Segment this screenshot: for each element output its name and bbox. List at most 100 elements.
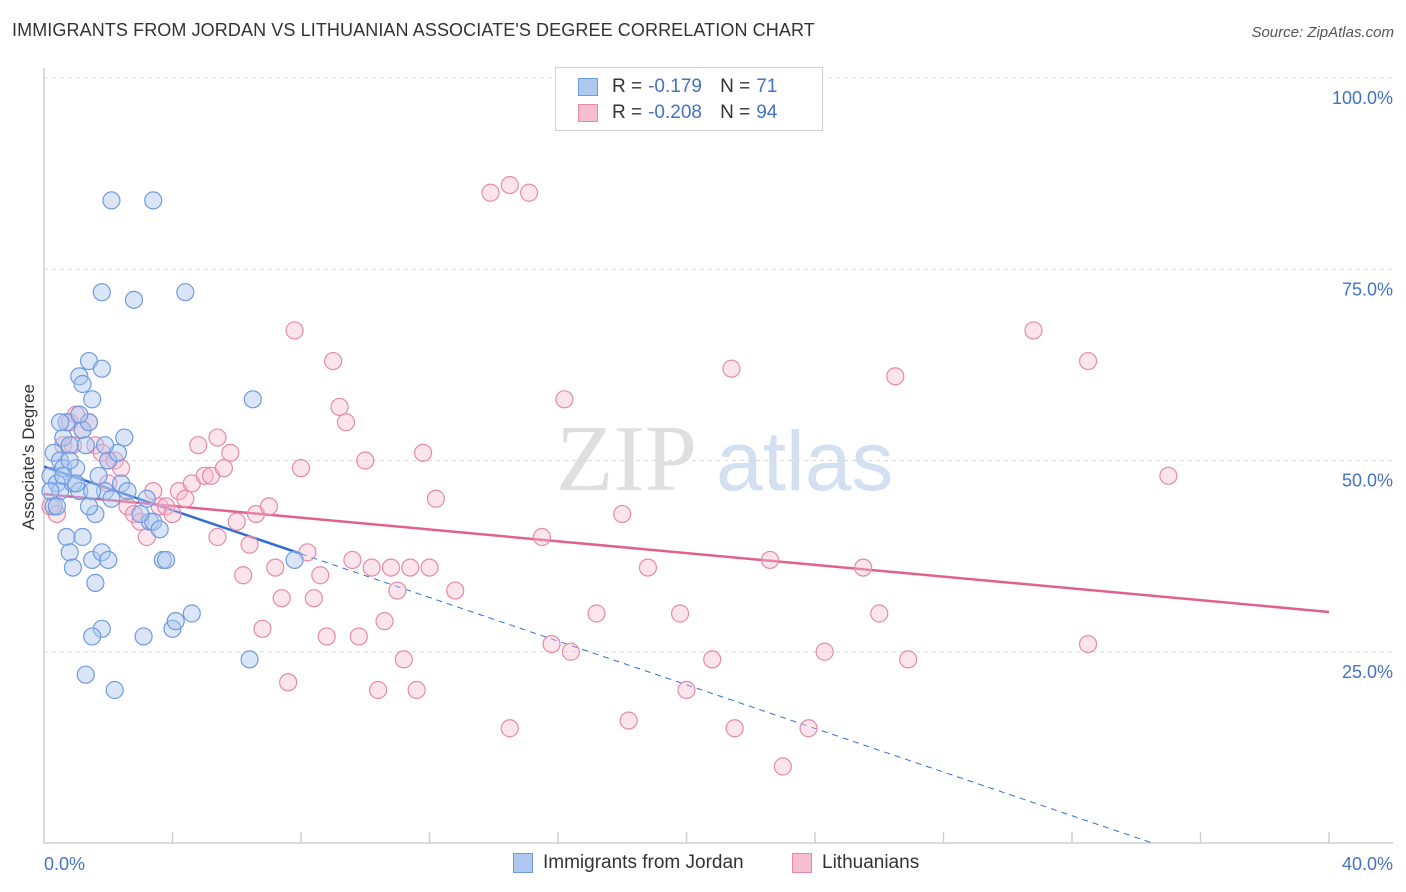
- data-point: [176, 283, 195, 302]
- data-point: [542, 634, 561, 654]
- data-point: [369, 680, 388, 700]
- data-point: [587, 604, 606, 623]
- data-point: [240, 650, 259, 669]
- data-point: [336, 413, 356, 432]
- data-point: [189, 436, 208, 455]
- legend-row-jordan: R = -0.179 N = 71: [578, 75, 796, 99]
- data-point: [134, 627, 153, 646]
- gridlines: [44, 77, 1393, 653]
- data-point: [57, 527, 76, 547]
- data-point: [182, 604, 201, 623]
- data-point: [375, 612, 394, 631]
- watermark-zip: ZIP: [556, 407, 697, 511]
- bottom-legend-swatch-jordan: [513, 853, 533, 873]
- data-point: [401, 558, 420, 577]
- data-point: [131, 512, 150, 531]
- data-point: [291, 459, 311, 478]
- data-point: [1078, 351, 1098, 371]
- data-point: [83, 482, 102, 501]
- legend-swatch-lithuanians: [578, 104, 598, 122]
- data-point: [722, 359, 741, 378]
- data-point: [54, 436, 73, 455]
- data-point: [420, 558, 439, 577]
- legend-n-value: 71: [756, 76, 778, 97]
- data-point: [362, 558, 381, 577]
- data-point: [92, 619, 111, 638]
- data-point: [208, 527, 227, 547]
- data-point: [561, 642, 580, 661]
- data-point: [1024, 321, 1043, 340]
- data-point: [394, 650, 413, 669]
- data-point: [356, 451, 375, 470]
- axes: [43, 68, 1393, 844]
- data-point: [163, 504, 182, 524]
- data-point: [124, 290, 144, 309]
- bottom-legend-label-jordan: Immigrants from Jordan: [543, 852, 744, 873]
- data-point: [481, 183, 500, 202]
- data-point: [50, 413, 70, 432]
- data-point: [381, 558, 401, 577]
- bottom-legend-swatch-lithuanians: [792, 853, 812, 873]
- data-point: [343, 550, 362, 570]
- legend-r-label: R =: [612, 102, 643, 123]
- data-point: [532, 527, 552, 547]
- data-point: [854, 558, 873, 577]
- data-point: [799, 719, 818, 738]
- correlation-legend: R = -0.179 N = 71 R = -0.208 N = 94: [555, 67, 823, 131]
- bottom-legend-jordan[interactable]: Immigrants from Jordan: [513, 852, 744, 874]
- data-point: [76, 665, 95, 684]
- data-point: [815, 642, 834, 661]
- data-point: [95, 436, 115, 455]
- data-point: [240, 535, 259, 554]
- data-point: [67, 474, 86, 493]
- data-point: [41, 482, 60, 501]
- data-point: [446, 581, 465, 600]
- data-point: [285, 550, 304, 570]
- data-point: [324, 351, 343, 371]
- data-point: [388, 581, 407, 600]
- data-point: [86, 573, 105, 593]
- data-point: [47, 497, 66, 516]
- data-point: [73, 527, 92, 547]
- data-point: [102, 191, 121, 210]
- data-point: [115, 428, 134, 447]
- y-tick-label: 100.0%: [1332, 88, 1393, 108]
- data-point: [317, 627, 336, 646]
- data-point: [413, 443, 433, 462]
- trend-line-extension: [300, 553, 1153, 844]
- data-point: [407, 680, 426, 700]
- bottom-legend-lithuanians[interactable]: Lithuanians: [792, 852, 919, 874]
- data-point: [89, 466, 108, 485]
- data-point: [137, 489, 156, 508]
- chart-source: Source: ZipAtlas.com: [1251, 24, 1394, 41]
- data-point: [279, 673, 298, 692]
- data-point: [304, 589, 323, 608]
- data-point: [83, 390, 102, 409]
- data-point: [76, 436, 95, 455]
- data-point: [60, 451, 79, 470]
- data-point: [70, 405, 89, 424]
- data-point: [500, 176, 519, 195]
- data-point: [677, 680, 696, 700]
- data-point: [92, 283, 111, 302]
- legend-n-label: N =: [720, 102, 751, 123]
- data-point: [886, 367, 905, 386]
- data-point: [208, 428, 227, 447]
- data-point: [330, 397, 349, 417]
- legend-n-value: 94: [756, 102, 778, 123]
- legend-r-value: -0.179: [648, 76, 702, 97]
- data-point: [176, 489, 195, 508]
- data-point: [144, 191, 163, 210]
- points: [41, 176, 1178, 776]
- data-point: [79, 413, 99, 432]
- trend-lines: [43, 465, 1330, 844]
- data-point: [773, 757, 792, 776]
- data-point: [613, 504, 632, 524]
- data-point: [638, 558, 658, 577]
- data-point: [870, 604, 889, 623]
- data-point: [83, 550, 102, 570]
- data-point: [214, 459, 233, 478]
- data-point: [1078, 634, 1098, 654]
- data-point: [899, 650, 918, 669]
